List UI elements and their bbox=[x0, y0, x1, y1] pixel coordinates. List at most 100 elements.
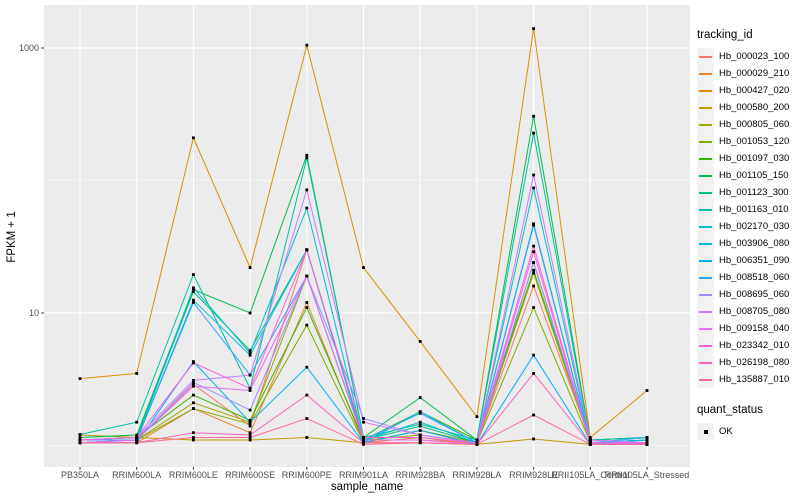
legend-line-icon bbox=[699, 174, 712, 177]
data-point bbox=[475, 415, 479, 419]
data-point bbox=[418, 411, 422, 415]
legend-item: Hb_001053_120 bbox=[690, 133, 800, 150]
data-point bbox=[418, 420, 422, 424]
legend-line-icon bbox=[699, 55, 712, 58]
legend-item: Hb_006351_090 bbox=[690, 252, 800, 269]
data-point bbox=[305, 156, 309, 160]
legend-key bbox=[697, 82, 714, 99]
x-tick-label: RRIM600PE bbox=[282, 470, 332, 480]
data-point bbox=[192, 438, 195, 442]
y-axis-title: FPKM + 1 bbox=[6, 211, 18, 262]
legend-item-label: Hb_001053_120 bbox=[719, 136, 790, 147]
data-point bbox=[248, 418, 252, 422]
legend-item-label: Hb_001163_010 bbox=[719, 204, 789, 215]
data-point bbox=[192, 290, 195, 293]
legend-line-icon bbox=[699, 106, 712, 109]
data-point bbox=[248, 353, 252, 357]
legend-line-icon bbox=[699, 157, 712, 160]
data-point bbox=[192, 436, 195, 439]
data-point bbox=[135, 438, 139, 442]
data-point bbox=[588, 441, 592, 445]
data-point bbox=[248, 266, 252, 269]
data-point bbox=[192, 298, 195, 302]
data-point bbox=[192, 393, 195, 397]
data-point bbox=[192, 382, 195, 386]
data-point bbox=[588, 436, 592, 439]
x-tick-label: RRIM928LE bbox=[509, 470, 558, 480]
x-tick-label: RRIM928LA bbox=[452, 470, 501, 480]
legend-item-label: Hb_001123_300 bbox=[719, 187, 789, 198]
data-point bbox=[362, 438, 365, 442]
legend-key bbox=[697, 48, 714, 65]
legend-key bbox=[697, 65, 714, 82]
x-tick-label: RRII105LA_Control bbox=[551, 470, 629, 480]
legend-item: Hb_026198_080 bbox=[690, 354, 800, 371]
legend-line-icon bbox=[699, 327, 712, 330]
data-point bbox=[78, 433, 82, 436]
data-point bbox=[645, 438, 649, 442]
legend-key bbox=[697, 320, 714, 337]
legend-item: Hb_003906_080 bbox=[690, 235, 800, 252]
legend-item-label: Hb_006351_090 bbox=[719, 255, 790, 266]
data-point bbox=[305, 188, 309, 192]
data-point bbox=[135, 436, 139, 439]
data-point bbox=[532, 114, 535, 118]
x-tick-label: RRIM600LE bbox=[169, 470, 218, 480]
data-point bbox=[418, 438, 422, 442]
data-point bbox=[305, 43, 309, 47]
data-point bbox=[192, 380, 195, 384]
data-point bbox=[532, 244, 535, 248]
quant-status-legend-item: OK bbox=[690, 423, 800, 440]
data-point bbox=[305, 417, 309, 420]
data-point bbox=[192, 301, 195, 304]
data-point bbox=[135, 433, 139, 437]
data-point bbox=[418, 441, 422, 445]
legend-key bbox=[697, 286, 714, 303]
legend-key bbox=[697, 371, 714, 388]
data-point bbox=[532, 268, 535, 272]
data-point bbox=[362, 266, 365, 269]
legend-item-label: Hb_000023_100 bbox=[719, 51, 790, 62]
legend-item-label: Hb_008695_060 bbox=[719, 289, 790, 300]
data-point bbox=[192, 401, 195, 405]
data-point bbox=[248, 438, 252, 442]
x-tick-label: PB350LA bbox=[61, 470, 99, 480]
data-point bbox=[532, 250, 535, 254]
data-point bbox=[532, 186, 535, 190]
data-point bbox=[192, 136, 195, 140]
legend-item-label: Hb_002170_030 bbox=[719, 221, 790, 232]
data-point bbox=[362, 417, 365, 420]
data-point bbox=[248, 311, 252, 315]
legend-item-label: Hb_008705_080 bbox=[719, 306, 790, 317]
legend-item: Hb_001105_150 bbox=[690, 167, 800, 184]
data-point bbox=[645, 389, 649, 392]
data-point bbox=[532, 413, 535, 417]
legend-line-icon bbox=[699, 259, 712, 262]
legend-line-icon bbox=[699, 72, 712, 75]
legend-item: Hb_000427_020 bbox=[690, 82, 800, 99]
data-point bbox=[645, 443, 649, 446]
data-point bbox=[418, 436, 422, 439]
legend-key bbox=[697, 252, 714, 269]
data-point bbox=[418, 410, 422, 414]
legend-key bbox=[697, 116, 714, 133]
legend-key bbox=[697, 354, 714, 371]
data-point bbox=[305, 248, 309, 252]
y-tick-label: 1000 bbox=[19, 43, 39, 53]
data-point bbox=[532, 284, 535, 288]
data-point bbox=[78, 436, 82, 439]
legend-title: tracking_id bbox=[697, 29, 753, 41]
legend-item: Hb_001163_010 bbox=[690, 201, 800, 218]
legend-item-label: Hb_000029_210 bbox=[719, 68, 790, 79]
legend-item-label: Hb_026198_080 bbox=[719, 357, 790, 368]
data-point bbox=[248, 349, 252, 352]
data-point bbox=[192, 273, 195, 276]
data-point bbox=[192, 288, 195, 292]
legend-item: Hb_008705_080 bbox=[690, 303, 800, 320]
data-point bbox=[192, 384, 195, 388]
legend-item: Hb_002170_030 bbox=[690, 218, 800, 235]
data-point bbox=[362, 443, 365, 446]
data-point bbox=[362, 436, 365, 439]
data-point bbox=[305, 436, 309, 439]
